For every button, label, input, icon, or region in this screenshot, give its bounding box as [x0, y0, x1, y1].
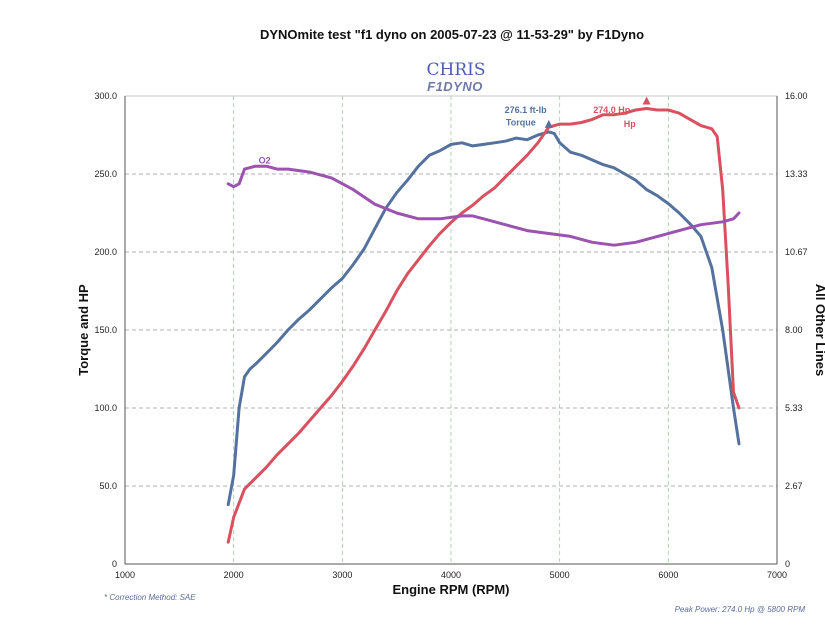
series-line-torque — [226, 130, 741, 507]
y2-tick-label: 2.67 — [785, 481, 803, 491]
handwritten-signature: CHRIS — [427, 60, 486, 80]
peak-power-note: Peak Power: 274.0 Hp @ 5800 RPM — [675, 605, 806, 614]
y-tick-label: 300.0 — [94, 91, 117, 101]
x-tick-label: 3000 — [332, 570, 352, 580]
x-tick-labels: 1000 2000 3000 4000 5000 6000 7000 — [115, 570, 787, 580]
grid-lines — [125, 96, 777, 564]
x-tick-label: 5000 — [550, 570, 570, 580]
y2-tick-label: 10.67 — [785, 247, 808, 257]
x-tick-label: 4000 — [441, 570, 461, 580]
y2-tick-label: 8.00 — [785, 325, 803, 335]
correction-method-note: * Correction Method: SAE — [104, 593, 196, 602]
series-label-hp: Hp — [624, 119, 636, 129]
y-axis-label: Torque and HP — [76, 284, 91, 376]
y2-tick-labels: 0 2.67 5.33 8.00 10.67 13.33 16.00 — [785, 91, 808, 569]
y-tick-label: 150.0 — [94, 325, 117, 335]
y-tick-label: 100.0 — [94, 403, 117, 413]
y-tick-label: 50.0 — [99, 481, 117, 491]
series-label-o2: O2 — [259, 155, 271, 165]
torque-peak-marker — [544, 119, 553, 128]
series-labels: Torque Hp O2 276.1 ft-lb 274.0 Hp — [259, 96, 651, 165]
x-tick-label: 1000 — [115, 570, 135, 580]
x-tick-label: 2000 — [224, 570, 244, 580]
peak-annotation: 276.1 ft-lb — [505, 105, 548, 115]
y2-tick-label: 5.33 — [785, 403, 803, 413]
x-tick-label: 7000 — [767, 570, 787, 580]
series-line-hp — [226, 107, 741, 544]
peak-annotation: 274.0 Hp — [593, 105, 631, 115]
chart-title: DYNOmite test "f1 dyno on 2005-07-23 @ 1… — [260, 27, 644, 42]
y-tick-label: 250.0 — [94, 169, 117, 179]
x-tick-label: 6000 — [658, 570, 678, 580]
series-lines — [226, 107, 741, 544]
series-label-torque: Torque — [506, 118, 536, 128]
hp-peak-marker — [642, 96, 651, 105]
y2-tick-label: 13.33 — [785, 169, 808, 179]
y2-tick-label: 0 — [785, 559, 790, 569]
y-tick-label: 200.0 — [94, 247, 117, 257]
y2-axis-label: All Other Lines — [813, 284, 825, 376]
y2-tick-label: 16.00 — [785, 91, 808, 101]
x-axis-label: Engine RPM (RPM) — [393, 582, 510, 597]
brand-label: F1DYNO — [427, 79, 483, 94]
y-tick-labels: 0 50.0 100.0 150.0 200.0 250.0 300.0 — [94, 91, 117, 569]
series-line-o2 — [226, 164, 741, 247]
y-tick-label: 0 — [112, 559, 117, 569]
